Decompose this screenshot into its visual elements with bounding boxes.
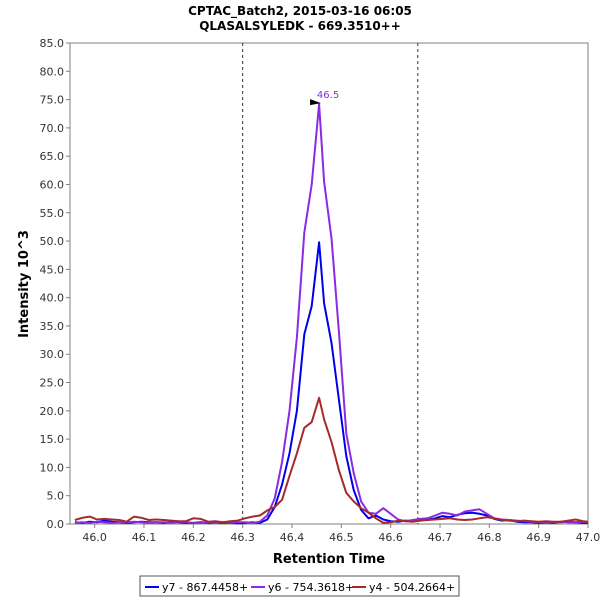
y-tick-label: 45.0 (40, 263, 65, 276)
peak-annotation: 46.5 (310, 90, 339, 106)
peak-arrow-icon (310, 99, 322, 106)
y-tick-label: 15.0 (40, 433, 65, 446)
y-axis: 0.0 5.0 10.0 15.0 20.0 25.0 30.0 35.0 40.0 45.0 50… (40, 37, 70, 531)
x-tick-label: 46.0 (82, 531, 107, 544)
x-tick-label: 47.0 (576, 531, 600, 544)
x-tick-label: 46.8 (477, 531, 502, 544)
x-axis-label: Retention Time (273, 552, 385, 567)
legend-label: y7 - 867.4458+ (162, 581, 248, 594)
x-axis: 46.0 46.1 46.2 46.3 46.4 46.5 46.6 46.7 46.8 46.9… (82, 524, 600, 544)
y-tick-label: 75.0 (40, 94, 65, 107)
x-tick-label: 46.3 (230, 531, 255, 544)
y-axis-label: Intensity 10^3 (17, 230, 32, 338)
y-tick-label: 55.0 (40, 207, 65, 220)
legend-label: y6 - 754.3618+ (268, 581, 354, 594)
x-tick-label: 46.1 (132, 531, 157, 544)
series-line (74, 396, 589, 524)
x-tick-label: 46.2 (181, 531, 206, 544)
y-tick-label: 35.0 (40, 320, 65, 333)
y-tick-label: 60.0 (40, 178, 65, 191)
y-tick-label: 30.0 (40, 348, 65, 361)
y-tick-label: 65.0 (40, 150, 65, 163)
legend-items: y7 - 867.4458+ y6 - 754.3618+ y4 - 504.266… (145, 581, 455, 594)
integration-boundaries (242, 43, 419, 524)
peak-label: 46.5 (317, 90, 339, 101)
x-tick-label: 46.7 (428, 531, 453, 544)
y-tick-label: 0.0 (47, 518, 65, 531)
y-tick-label: 20.0 (40, 405, 65, 418)
x-tick-label: 46.5 (329, 531, 354, 544)
y-tick-label: 50.0 (40, 235, 65, 248)
chart-subtitle: QLASALSYLEDK - 669.3510++ (199, 19, 401, 33)
x-tick-label: 46.6 (378, 531, 403, 544)
y-tick-label: 5.0 (47, 490, 65, 503)
x-tick-label: 46.9 (526, 531, 551, 544)
legend (139, 575, 460, 597)
y-tick-label: 85.0 (40, 37, 65, 50)
x-tick-label: 46.4 (280, 531, 305, 544)
plot-area (69, 42, 589, 525)
y-tick-label: 10.0 (40, 461, 65, 474)
chart-title: CPTAC_Batch2, 2015-03-16 06:05 (188, 4, 412, 19)
y-tick-label: 70.0 (40, 122, 65, 135)
y-tick-label: 25.0 (40, 377, 65, 390)
y-tick-label: 80.0 (40, 65, 65, 78)
y-tick-label: 40.0 (40, 292, 65, 305)
series-lines (74, 103, 589, 525)
legend-label: y4 - 504.2664+ (369, 581, 455, 594)
